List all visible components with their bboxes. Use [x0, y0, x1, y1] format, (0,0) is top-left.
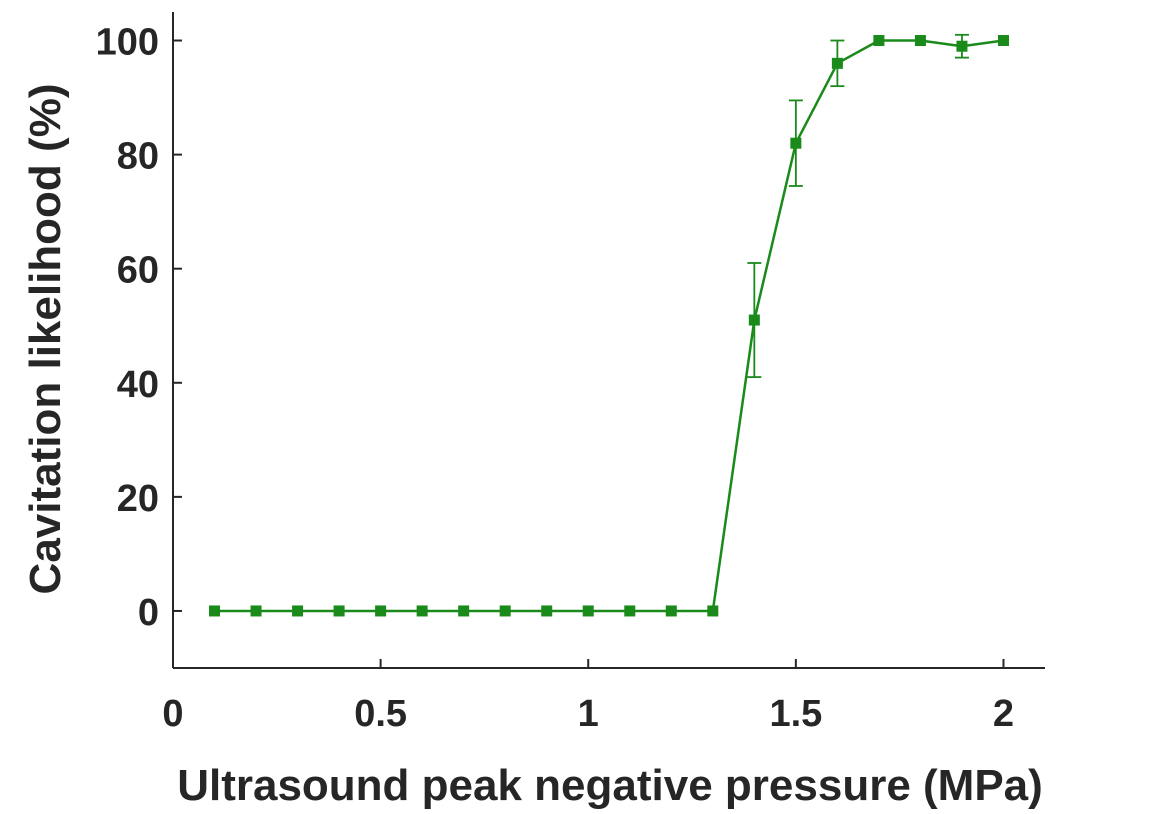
data-point: [665, 605, 677, 617]
data-point: [748, 314, 760, 326]
data-point: [582, 605, 594, 617]
tick-marks: [172, 39, 1005, 668]
data-point: [416, 605, 428, 617]
data-point: [790, 137, 802, 149]
x-tick-label: 0.5: [354, 693, 407, 735]
data-points: [209, 35, 1009, 617]
series-lines: [214, 39, 1004, 613]
y-tick-label: 100: [96, 22, 159, 64]
data-point: [956, 40, 968, 52]
y-tick-labels: 0 20 40 60 80 100: [96, 22, 159, 634]
y-tick-label: 80: [117, 136, 159, 178]
data-point: [831, 57, 843, 69]
x-tick-label: 2: [993, 693, 1014, 735]
x-tick-label: 1: [578, 693, 599, 735]
data-point: [499, 605, 511, 617]
data-point: [333, 605, 345, 617]
data-point: [914, 35, 926, 47]
data-point: [250, 605, 262, 617]
data-point: [541, 605, 553, 617]
x-axis-title: Ultrasound peak negative pressure (MPa): [177, 761, 1043, 810]
y-tick-label: 0: [138, 592, 159, 634]
data-point: [624, 605, 636, 617]
y-tick-label: 40: [117, 364, 159, 406]
data-point: [873, 35, 885, 47]
x-tick-label: 1.5: [769, 693, 822, 735]
y-tick-label: 60: [117, 250, 159, 292]
data-point: [997, 35, 1009, 47]
data-point: [292, 605, 304, 617]
data-point: [707, 605, 719, 617]
data-point: [375, 605, 387, 617]
series-line: [214, 39, 1004, 613]
axes: [172, 12, 1045, 669]
data-point: [209, 605, 221, 617]
x-tick-labels: 0 0.5 1 1.5 2: [162, 693, 1014, 735]
y-axis-title: Cavitation likelihood (%): [21, 84, 70, 595]
data-point: [458, 605, 470, 617]
y-tick-label: 20: [117, 478, 159, 520]
x-tick-label: 0: [162, 693, 183, 735]
